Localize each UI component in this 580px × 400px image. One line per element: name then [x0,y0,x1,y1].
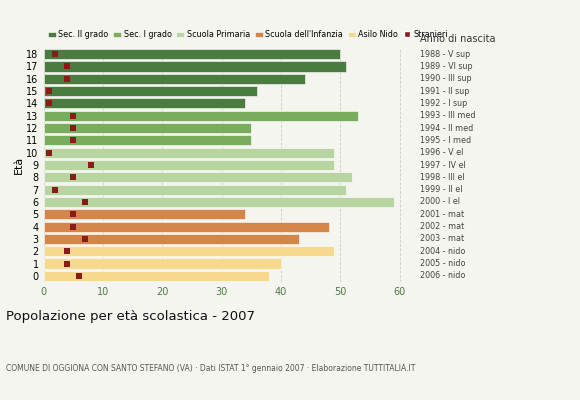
Bar [44,148,335,158]
Text: 1990 - III sup: 1990 - III sup [420,74,472,83]
Text: 2003 - mat: 2003 - mat [420,234,465,243]
Bar [44,234,299,244]
Text: Anno di nascita: Anno di nascita [420,34,496,44]
Text: 1999 - II el: 1999 - II el [420,185,463,194]
Bar [44,172,352,182]
Text: 2001 - mat: 2001 - mat [420,210,465,219]
Bar [44,160,335,170]
Text: 1991 - II sup: 1991 - II sup [420,87,470,96]
Text: 1996 - V el: 1996 - V el [420,148,464,157]
Text: 2000 - I el: 2000 - I el [420,198,461,206]
Text: 1994 - II med: 1994 - II med [420,124,474,132]
Bar [44,197,394,207]
Text: 2002 - mat: 2002 - mat [420,222,465,231]
Bar [44,246,335,256]
Bar [44,209,245,219]
Text: Popolazione per età scolastica - 2007: Popolazione per età scolastica - 2007 [6,310,255,323]
Text: 1989 - VI sup: 1989 - VI sup [420,62,473,71]
Bar [44,111,358,121]
Text: 1993 - III med: 1993 - III med [420,111,476,120]
Text: 2005 - nido: 2005 - nido [420,259,466,268]
Bar [44,258,281,268]
Bar [44,271,269,281]
Text: 1998 - III el: 1998 - III el [420,173,465,182]
Legend: Sec. II grado, Sec. I grado, Scuola Primaria, Scuola dell'Infanzia, Asilo Nido, : Sec. II grado, Sec. I grado, Scuola Prim… [48,30,448,39]
Text: 1997 - IV el: 1997 - IV el [420,160,466,170]
Text: 1988 - V sup: 1988 - V sup [420,50,471,59]
Bar [44,184,346,195]
Text: 1992 - I sup: 1992 - I sup [420,99,467,108]
Text: 2006 - nido: 2006 - nido [420,271,466,280]
Bar [44,98,245,108]
Bar [44,222,328,232]
Bar [44,123,251,133]
Text: 1995 - I med: 1995 - I med [420,136,472,145]
Bar [44,86,258,96]
Bar [44,74,304,84]
Y-axis label: Età: Età [13,156,23,174]
Bar [44,49,340,59]
Text: COMUNE DI OGGIONA CON SANTO STEFANO (VA) · Dati ISTAT 1° gennaio 2007 · Elaboraz: COMUNE DI OGGIONA CON SANTO STEFANO (VA)… [6,364,415,373]
Text: 2004 - nido: 2004 - nido [420,247,466,256]
Bar [44,62,346,72]
Bar [44,135,251,146]
